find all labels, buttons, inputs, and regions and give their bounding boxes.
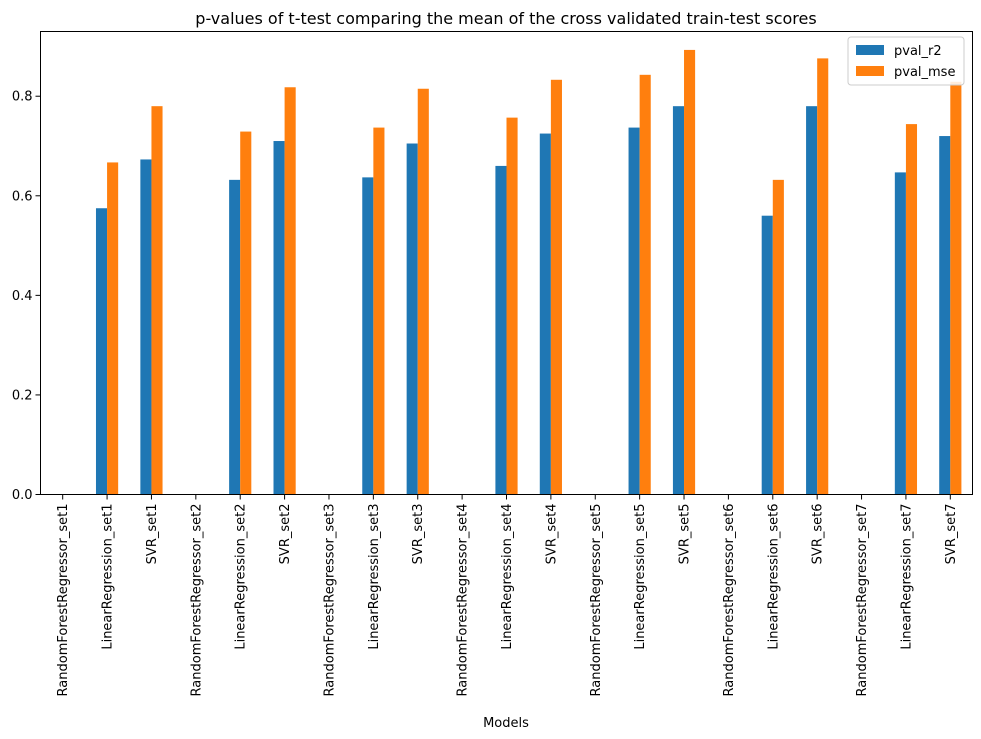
y-axis: 0.0 0.2 0.4 0.6 0.8 <box>12 90 41 503</box>
bar-pval_mse-SVR_set3 <box>417 88 429 495</box>
x-tick-label: RandomForestRegressor_set4 <box>456 504 471 697</box>
bar-pval_mse-LinearRegression_set5 <box>639 74 651 495</box>
bars-group <box>95 49 962 495</box>
x-tick-label: RandomForestRegressor_set3 <box>322 504 337 697</box>
bar-pval_r2-LinearRegression_set6 <box>761 215 773 495</box>
legend-label-pval_mse: pval_mse <box>894 65 955 80</box>
x-axis: RandomForestRegressor_set1 LinearRegressi… <box>56 494 959 697</box>
x-tick-label: SVR_set4 <box>544 504 559 565</box>
x-tick-label: RandomForestRegressor_set1 <box>56 504 71 697</box>
x-axis-label: Models <box>483 716 529 731</box>
bar-pval_r2-SVR_set4 <box>539 133 551 495</box>
x-tick-label: RandomForestRegressor_set7 <box>855 504 870 697</box>
legend: pval_r2 pval_mse <box>847 36 965 86</box>
x-tick-label: LinearRegression_set2 <box>234 504 249 650</box>
bar-pval_mse-SVR_set5 <box>684 49 696 495</box>
bar-pval_r2-SVR_set3 <box>406 143 418 495</box>
x-tick-label: RandomForestRegressor_set6 <box>722 504 737 697</box>
legend-swatch-pval_mse <box>856 66 884 76</box>
bar-pval_r2-LinearRegression_set7 <box>894 172 906 495</box>
x-tick-label: LinearRegression_set1 <box>101 504 116 650</box>
bar-pval_mse-LinearRegression_set4 <box>506 117 518 495</box>
chart-title: p-values of t-test comparing the mean of… <box>195 9 816 28</box>
bar-pval_mse-SVR_set6 <box>817 58 829 495</box>
plot-frame <box>40 31 973 495</box>
legend-swatch-pval_r2 <box>856 45 884 55</box>
bar-pval_r2-SVR_set1 <box>140 159 152 495</box>
y-tick-label: 0.2 <box>12 388 33 403</box>
bar-pval_r2-LinearRegression_set4 <box>495 165 507 495</box>
bar-pval_r2-LinearRegression_set1 <box>95 208 108 495</box>
bar-pval_r2-SVR_set5 <box>672 106 685 495</box>
bar-pval_mse-SVR_set2 <box>284 87 296 495</box>
bar-pval_mse-SVR_set4 <box>550 79 562 495</box>
bar-pval_r2-SVR_set7 <box>939 136 951 495</box>
x-tick-label: SVR_set3 <box>411 504 426 565</box>
x-tick-label: SVR_set6 <box>811 504 826 565</box>
x-tick-label: LinearRegression_set6 <box>766 504 781 650</box>
bar-pval_mse-LinearRegression_set1 <box>107 162 119 495</box>
bar-pval_mse-LinearRegression_set2 <box>240 131 252 495</box>
bar-pval_r2-LinearRegression_set5 <box>628 127 640 495</box>
legend-label-pval_r2: pval_r2 <box>894 44 942 59</box>
bar-pval_r2-SVR_set2 <box>273 141 285 495</box>
x-tick-label: RandomForestRegressor_set2 <box>189 504 204 697</box>
x-tick-label: LinearRegression_set5 <box>633 504 648 650</box>
x-tick-label: SVR_set2 <box>278 504 293 565</box>
bar-pval_r2-LinearRegression_set3 <box>362 177 374 495</box>
x-tick-label: SVR_set7 <box>944 504 959 565</box>
x-tick-label: SVR_set1 <box>145 504 160 565</box>
y-tick-label: 0.0 <box>12 488 33 503</box>
y-tick-label: 0.4 <box>12 289 33 304</box>
x-tick-label: LinearRegression_set3 <box>367 504 382 650</box>
bar-pval_mse-LinearRegression_set7 <box>905 124 918 495</box>
bar-pval_mse-SVR_set7 <box>950 81 962 495</box>
y-tick-label: 0.8 <box>12 90 33 105</box>
bar-pval_r2-LinearRegression_set2 <box>229 179 241 495</box>
x-tick-label: RandomForestRegressor_set5 <box>589 504 604 697</box>
x-tick-label: SVR_set5 <box>678 504 693 565</box>
y-tick-label: 0.6 <box>12 189 33 204</box>
bar-pval_r2-SVR_set6 <box>806 106 818 495</box>
bar-pval_mse-LinearRegression_set3 <box>373 127 385 495</box>
x-tick-label: LinearRegression_set7 <box>899 504 914 650</box>
x-tick-label: LinearRegression_set4 <box>500 504 515 650</box>
bar-pval_mse-SVR_set1 <box>151 106 163 495</box>
bar-pval_mse-LinearRegression_set6 <box>772 179 784 495</box>
